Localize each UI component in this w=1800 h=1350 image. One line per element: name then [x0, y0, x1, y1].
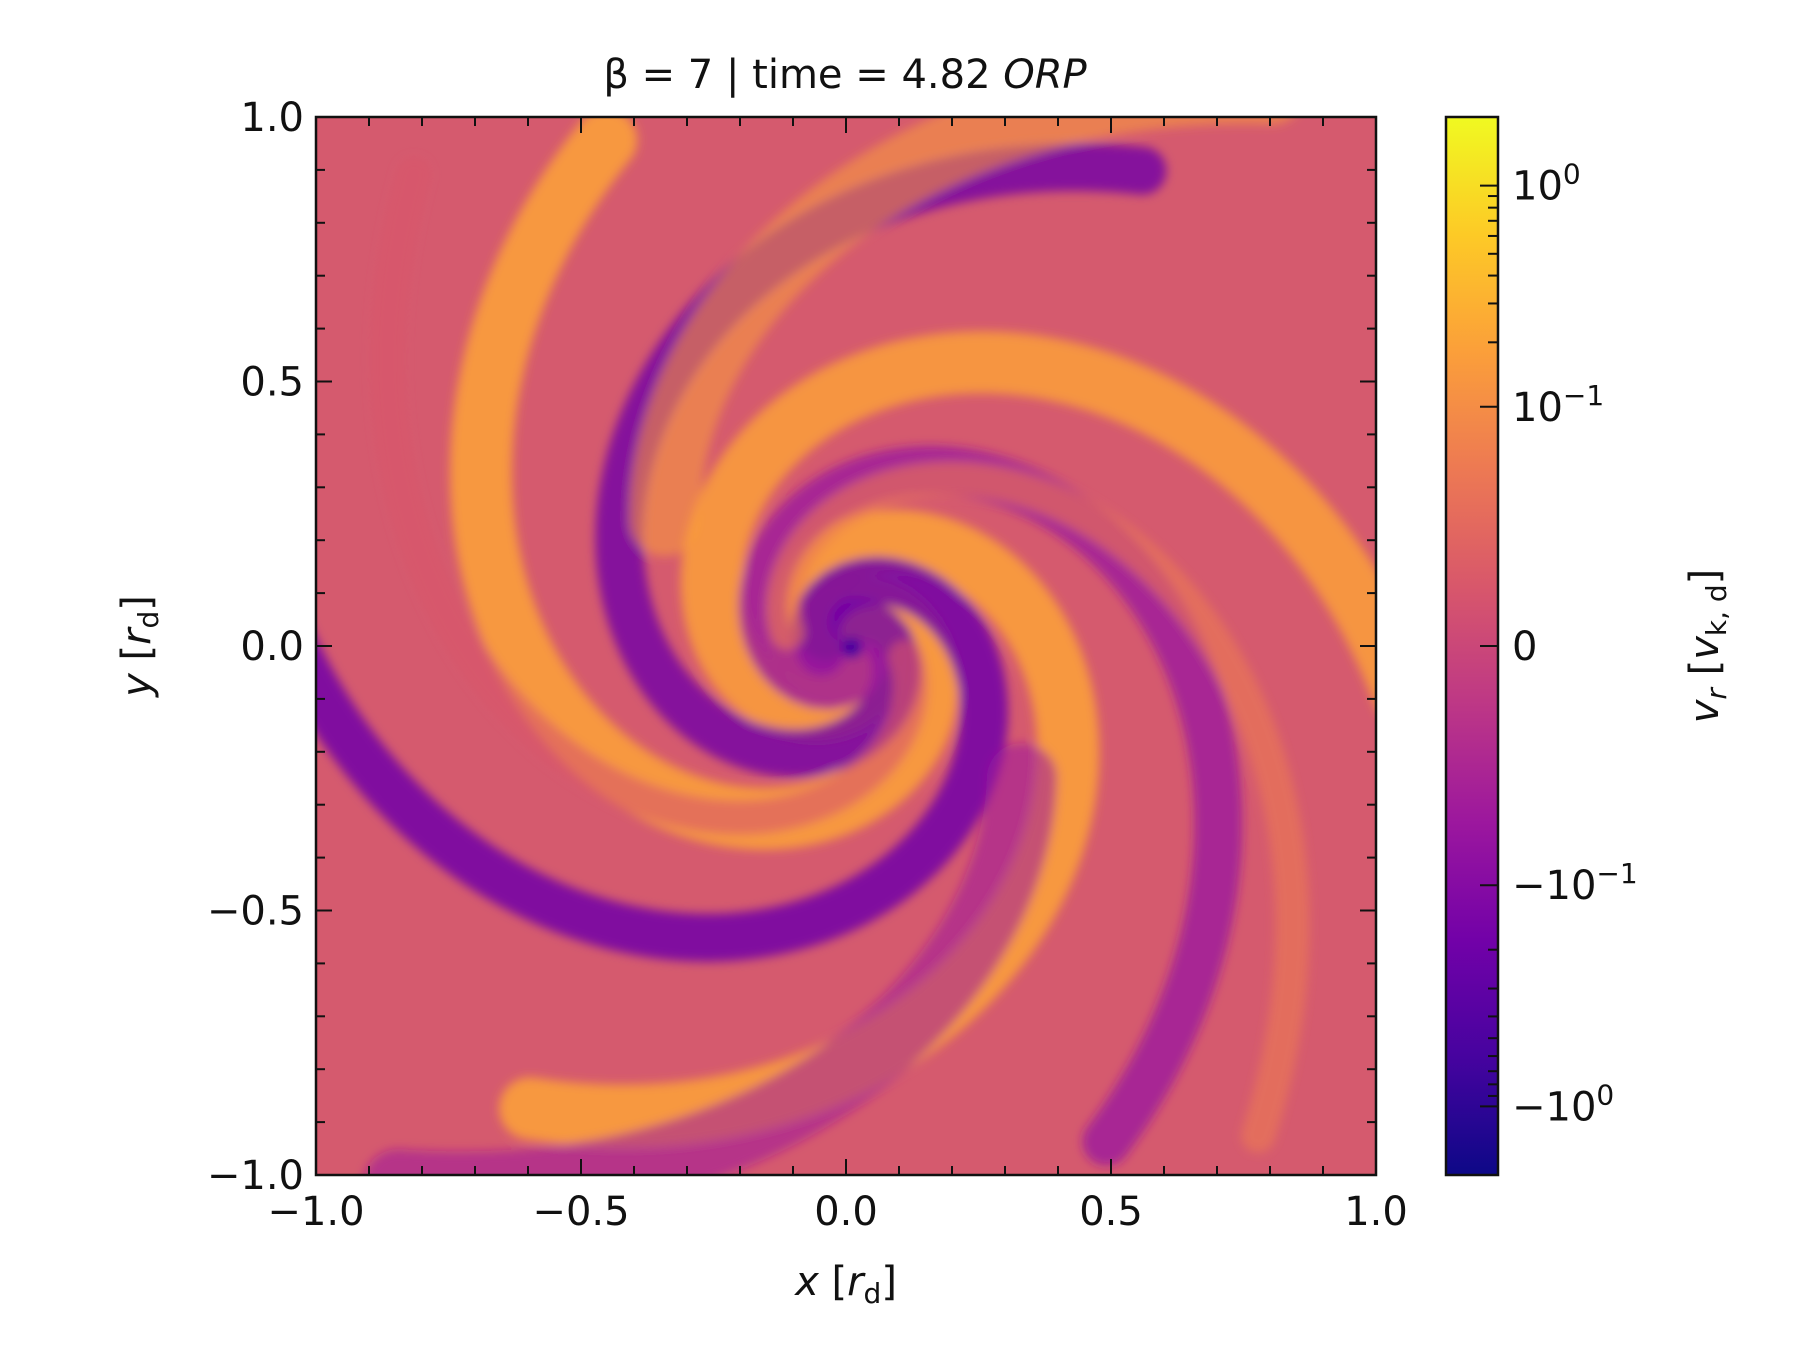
chart-title: β = 7 | time = 4.82 ORP	[603, 52, 1087, 98]
spiral-arms	[316, 117, 1376, 1175]
y-axis-ticks: −1.0 −0.5 0.0 0.5 1.0	[207, 95, 1376, 1199]
colorbar-ticks: 100 10−1 0 −10−1 −100	[1480, 116, 1638, 1176]
y-tick-label: 0.5	[240, 360, 304, 406]
central-sink	[842, 638, 862, 658]
inflow-arm	[316, 556, 1009, 962]
y-axis-label: y [rd]	[114, 595, 165, 698]
y-tick-label: −1.0	[207, 1153, 304, 1199]
x-tick-label: 1.0	[1344, 1189, 1408, 1235]
colorbar-tick-label: 10−1	[1512, 379, 1604, 431]
x-tick-label: 0.0	[814, 1189, 878, 1235]
colorbar-tick-label: −100	[1512, 1078, 1614, 1130]
colorbar-tick-label: 100	[1512, 158, 1581, 210]
y-tick-label: −0.5	[207, 889, 304, 935]
x-axis-label: x [rd]	[793, 1259, 897, 1310]
x-axis-ticks: −1.0 −0.5 0.0 0.5 1.0	[267, 117, 1408, 1235]
x-tick-label: 0.5	[1079, 1189, 1143, 1235]
x-tick-label: −0.5	[532, 1189, 629, 1235]
x-tick-label: −1.0	[267, 1189, 364, 1235]
secondary-arm	[370, 157, 928, 835]
y-tick-label: 1.0	[240, 95, 304, 141]
outflow-arm	[680, 331, 1376, 741]
colorbar-label: vr [vk, d]	[1682, 569, 1733, 724]
colorbar-tick-label: −10−1	[1512, 857, 1638, 909]
heatmap-field	[316, 117, 1376, 1175]
outer-outflow-arm	[629, 117, 1293, 557]
secondary-arm	[766, 461, 1310, 1153]
y-tick-label: 0.0	[240, 624, 304, 670]
outer-inflow-arm	[364, 743, 1057, 1175]
colorbar-tick-label: 0	[1512, 624, 1537, 670]
